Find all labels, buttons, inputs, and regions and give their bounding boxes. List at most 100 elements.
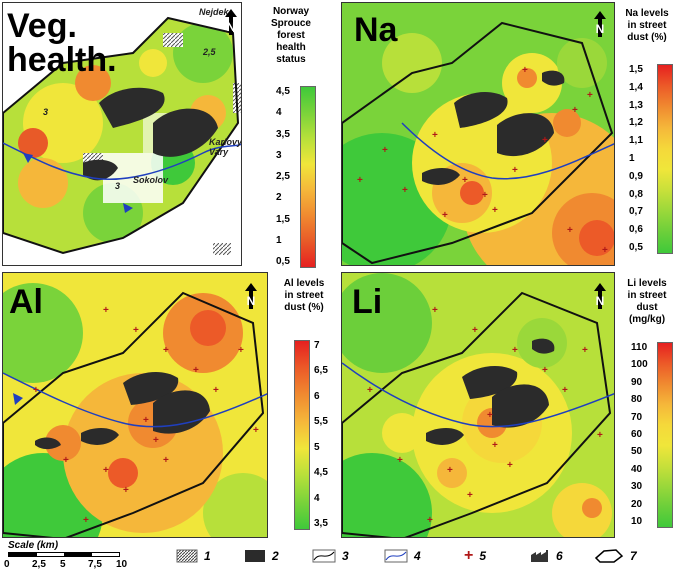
legend-tick-label: 4,5 bbox=[314, 467, 328, 479]
key-item-2: 2 bbox=[244, 548, 279, 564]
svg-text:+: + bbox=[143, 415, 149, 426]
map-key: Scale (km) 0 2,5 5 7,5 10 1 2 3 4 + 5 6 7 bbox=[0, 540, 677, 572]
svg-text:+: + bbox=[367, 385, 373, 396]
li-map: + + + + + + + + + + + + + + + bbox=[342, 273, 614, 537]
legend-tick-label: 5 bbox=[314, 441, 320, 453]
al-legend-ticks: 7 6,5 6 5,5 5 4,5 4 3,5 bbox=[314, 340, 336, 530]
li-panel-title: Li bbox=[352, 283, 383, 321]
key-item-6: 6 bbox=[530, 548, 563, 564]
mine-area-icon bbox=[245, 550, 265, 562]
contour-label-c: 3 bbox=[115, 181, 121, 191]
al-map-panel: + + + + + + + + + + + + + + + Al N bbox=[2, 272, 268, 538]
svg-text:+: + bbox=[153, 435, 159, 446]
svg-text:+: + bbox=[507, 460, 513, 471]
na-panel-title: Na bbox=[354, 11, 398, 49]
key-label-4: 4 bbox=[414, 549, 421, 563]
na-legend-title: Na levels in street dust (%) bbox=[625, 8, 669, 43]
svg-text:+: + bbox=[397, 455, 403, 466]
na-map: + + + + + + + + + + + + + + + bbox=[342, 3, 614, 265]
key-label-7: 7 bbox=[630, 549, 637, 563]
place-nejdek: Nejdek bbox=[199, 7, 229, 17]
legend-tick-label: 1,4 bbox=[629, 81, 643, 93]
legend-tick-label: 70 bbox=[631, 411, 643, 423]
scale-tick-label: 5 bbox=[60, 559, 66, 570]
na-map-panel: + + + + + + + + + + + + + + + Na N bbox=[341, 2, 615, 266]
scale-label: Scale (km) bbox=[8, 540, 59, 551]
svg-text:+: + bbox=[472, 325, 478, 336]
legend-tick-label: 30 bbox=[631, 481, 643, 493]
legend-tick-label: 6,5 bbox=[314, 365, 328, 377]
svg-text:+: + bbox=[602, 245, 608, 256]
veg-health-map bbox=[3, 3, 241, 265]
al-legend-title: Al levels in street dust (%) bbox=[283, 278, 325, 313]
key-label-2: 2 bbox=[272, 549, 279, 563]
svg-text:N: N bbox=[227, 20, 236, 34]
north-arrow-icon: N bbox=[594, 283, 606, 309]
legend-tick-label: 1,5 bbox=[276, 213, 290, 225]
svg-text:+: + bbox=[567, 225, 573, 236]
legend-tick-label: 3,5 bbox=[276, 128, 290, 140]
legend-tick-label: 90 bbox=[631, 376, 643, 388]
svg-text:+: + bbox=[492, 205, 498, 216]
factory-icon bbox=[531, 550, 548, 562]
legend-tick-label: 2 bbox=[276, 192, 282, 204]
contour-label-a: 2,5 bbox=[203, 47, 216, 57]
legend-tick-label: 7 bbox=[314, 340, 320, 351]
scale-bar bbox=[8, 552, 120, 557]
veg-legend: Norway Sprouce forest health status 4,5 4… bbox=[246, 2, 336, 268]
veg-legend-ticks: 4,5 4 3,5 3 2,5 2 1,5 1 0,5 bbox=[276, 86, 300, 268]
veg-panel-title: Veg. health. bbox=[7, 7, 117, 79]
svg-text:+: + bbox=[63, 455, 69, 466]
svg-text:+: + bbox=[238, 345, 244, 356]
svg-text:+: + bbox=[213, 385, 219, 396]
legend-tick-label: 1,1 bbox=[629, 135, 643, 147]
legend-tick-label: 6 bbox=[314, 390, 320, 402]
key-item-4: 4 bbox=[384, 548, 421, 564]
legend-tick-label: 1,3 bbox=[629, 99, 643, 111]
svg-text:+: + bbox=[103, 465, 109, 476]
contour-line-icon bbox=[312, 549, 336, 563]
svg-text:+: + bbox=[253, 425, 259, 436]
legend-tick-label: 20 bbox=[631, 498, 643, 510]
svg-text:+: + bbox=[572, 105, 578, 116]
svg-text:+: + bbox=[487, 410, 493, 421]
legend-tick-label: 1 bbox=[629, 153, 635, 164]
svg-text:+: + bbox=[492, 440, 498, 451]
svg-text:+: + bbox=[193, 365, 199, 376]
svg-text:+: + bbox=[432, 305, 438, 316]
svg-text:+: + bbox=[83, 515, 89, 526]
legend-tick-label: 50 bbox=[631, 446, 643, 458]
legend-tick-label: 3,5 bbox=[314, 518, 328, 529]
legend-tick-label: 1 bbox=[276, 234, 282, 246]
svg-text:+: + bbox=[522, 65, 528, 76]
svg-text:+: + bbox=[382, 145, 388, 156]
al-legend: Al levels in street dust (%) 7 6,5 6 5,5 5 4,… bbox=[270, 272, 336, 538]
hatched-area-icon bbox=[176, 549, 198, 563]
legend-tick-label: 4,5 bbox=[276, 86, 290, 97]
al-panel-title: Al bbox=[9, 283, 43, 321]
legend-tick-label: 5,5 bbox=[314, 416, 328, 428]
svg-text:+: + bbox=[427, 515, 433, 526]
legend-tick-label: 2,5 bbox=[276, 171, 290, 182]
na-legend: Na levels in street dust (%) 1,5 1,4 1,3 1,… bbox=[617, 2, 677, 266]
svg-text:+: + bbox=[597, 430, 603, 441]
na-legend-ticks: 1,5 1,4 1,3 1,2 1,1 1 0,9 0,8 0,7 0,6 0,5 bbox=[629, 64, 655, 254]
svg-text:+: + bbox=[133, 325, 139, 336]
svg-text:+: + bbox=[163, 455, 169, 466]
scale-tick-label: 10 bbox=[116, 559, 128, 570]
key-item-7: 7 bbox=[594, 548, 637, 564]
al-map: + + + + + + + + + + + + + + + bbox=[3, 273, 267, 537]
svg-text:+: + bbox=[587, 90, 593, 101]
place-sokolov: Sokolov bbox=[133, 175, 169, 185]
svg-text:N: N bbox=[596, 22, 605, 36]
svg-text:+: + bbox=[123, 485, 129, 496]
legend-tick-label: 100 bbox=[631, 359, 648, 371]
svg-text:+: + bbox=[462, 175, 468, 186]
legend-tick-label: 4 bbox=[314, 492, 320, 504]
north-arrow-icon: N bbox=[594, 11, 606, 37]
svg-text:N: N bbox=[596, 294, 605, 308]
svg-text:+: + bbox=[402, 185, 408, 196]
svg-text:N: N bbox=[247, 294, 256, 308]
scale-tick-label: 2,5 bbox=[32, 559, 46, 570]
svg-text:+: + bbox=[442, 210, 448, 221]
